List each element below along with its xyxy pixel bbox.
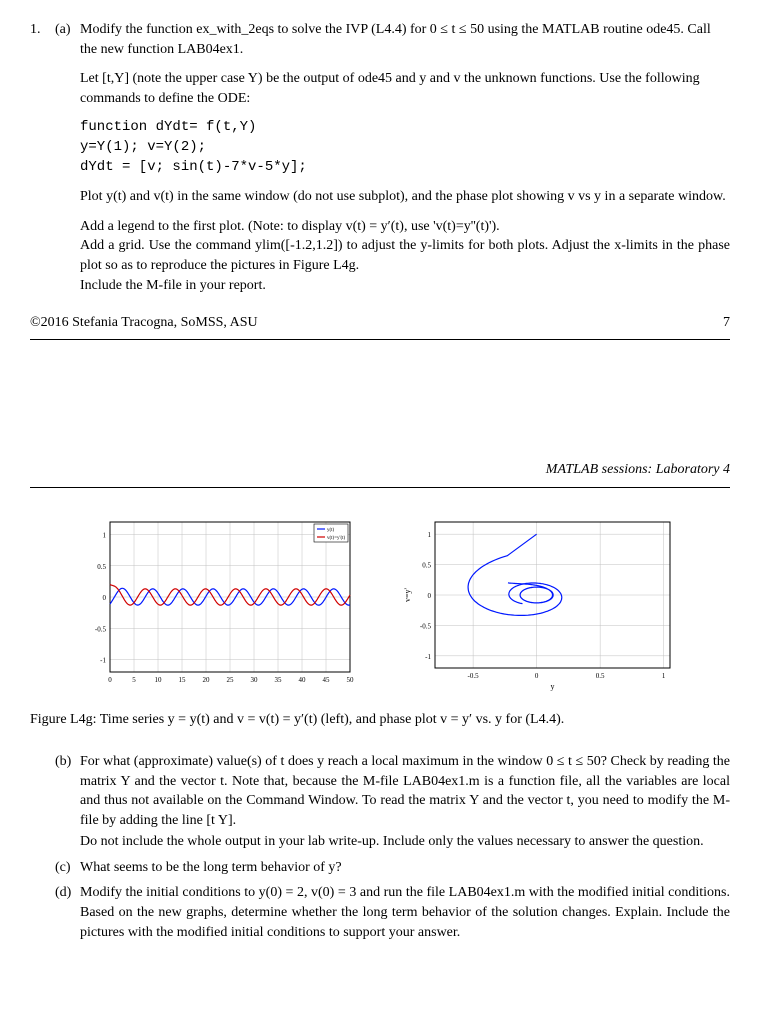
svg-text:0: 0: [535, 672, 539, 680]
svg-text:20: 20: [203, 676, 211, 684]
svg-text:y: y: [551, 682, 555, 691]
svg-text:-1: -1: [425, 653, 431, 661]
header-rule: [30, 487, 730, 488]
fig-left-timeseries: -1-0.500.5105101520253035404550y(t)v(t)=…: [80, 512, 360, 692]
q1a-p4: Add a legend to the first plot. (Note: t…: [80, 217, 730, 237]
q1b-p2: Do not include the whole output in your …: [80, 832, 730, 852]
q1a-code2: y=Y(1); v=Y(2);: [80, 138, 730, 158]
q1a: 1. (a) Modify the function ex_with_2eqs …: [30, 20, 730, 295]
footer-right: 7: [723, 313, 730, 333]
svg-text:-0.5: -0.5: [420, 623, 432, 631]
figure-l4g: -1-0.500.5105101520253035404550y(t)v(t)=…: [30, 512, 730, 692]
q1d-body: Modify the initial conditions to y(0) = …: [80, 883, 730, 942]
svg-text:v=y': v=y': [403, 588, 412, 603]
svg-text:5: 5: [132, 676, 136, 684]
q1-number: 1.: [30, 20, 55, 295]
svg-text:1: 1: [428, 531, 432, 539]
svg-text:0: 0: [428, 592, 432, 600]
q1b: (b) For what (approximate) value(s) of t…: [30, 752, 730, 852]
fig-right-phase: -1 -0.5 0 0.5 1 -0.5 0 0.5 1 y v=y': [400, 512, 680, 692]
svg-text:0.5: 0.5: [422, 562, 431, 570]
svg-text:-1: -1: [100, 657, 106, 665]
q1c-letter: (c): [55, 858, 80, 878]
q1d: (d) Modify the initial conditions to y(0…: [30, 883, 730, 942]
svg-text:25: 25: [227, 676, 235, 684]
svg-text:35: 35: [275, 676, 283, 684]
q1a-p3: Plot y(t) and v(t) in the same window (d…: [80, 187, 730, 207]
q1a-code1: function dYdt= f(t,Y): [80, 118, 730, 138]
q1b-letter: (b): [55, 752, 80, 852]
fig-caption: Figure L4g: Time series y = y(t) and v =…: [30, 710, 730, 730]
svg-text:50: 50: [347, 676, 355, 684]
footer-left: ©2016 Stefania Tracogna, SoMSS, ASU: [30, 313, 258, 333]
svg-text:1: 1: [662, 672, 666, 680]
page-footer: ©2016 Stefania Tracogna, SoMSS, ASU 7: [30, 313, 730, 333]
svg-text:1: 1: [103, 532, 107, 540]
q1d-letter: (d): [55, 883, 80, 942]
svg-text:0.5: 0.5: [97, 563, 106, 571]
q1c-body: What seems to be the long term behavior …: [80, 858, 730, 878]
svg-text:30: 30: [251, 676, 259, 684]
q1b-body: For what (approximate) value(s) of t doe…: [80, 752, 730, 852]
q1a-code3: dYdt = [v; sin(t)-7*v-5*y];: [80, 158, 730, 178]
q1b-p1: For what (approximate) value(s) of t doe…: [80, 752, 730, 830]
header-right: MATLAB sessions: Laboratory 4: [30, 460, 730, 480]
svg-text:0: 0: [108, 676, 112, 684]
svg-text:10: 10: [155, 676, 163, 684]
svg-text:0.5: 0.5: [596, 672, 605, 680]
q1a-p6: Include the M-file in your report.: [80, 276, 730, 296]
svg-text:v(t)=y'(t): v(t)=y'(t): [327, 536, 345, 541]
svg-text:15: 15: [179, 676, 187, 684]
svg-text:40: 40: [299, 676, 307, 684]
svg-text:45: 45: [323, 676, 331, 684]
q1a-p2: Let [t,Y] (note the upper case Y) be the…: [80, 69, 730, 108]
svg-text:-0.5: -0.5: [468, 672, 480, 680]
svg-text:0: 0: [103, 594, 107, 602]
svg-text:y(t): y(t): [327, 528, 335, 533]
q1a-letter: (a): [55, 20, 80, 295]
q1a-p1: Modify the function ex_with_2eqs to solv…: [80, 20, 730, 59]
svg-text:-0.5: -0.5: [95, 626, 107, 634]
q1c: (c) What seems to be the long term behav…: [30, 858, 730, 878]
footer-rule: [30, 339, 730, 340]
q1a-p5: Add a grid. Use the command ylim([-1.2,1…: [80, 236, 730, 275]
q1a-body: Modify the function ex_with_2eqs to solv…: [80, 20, 730, 295]
